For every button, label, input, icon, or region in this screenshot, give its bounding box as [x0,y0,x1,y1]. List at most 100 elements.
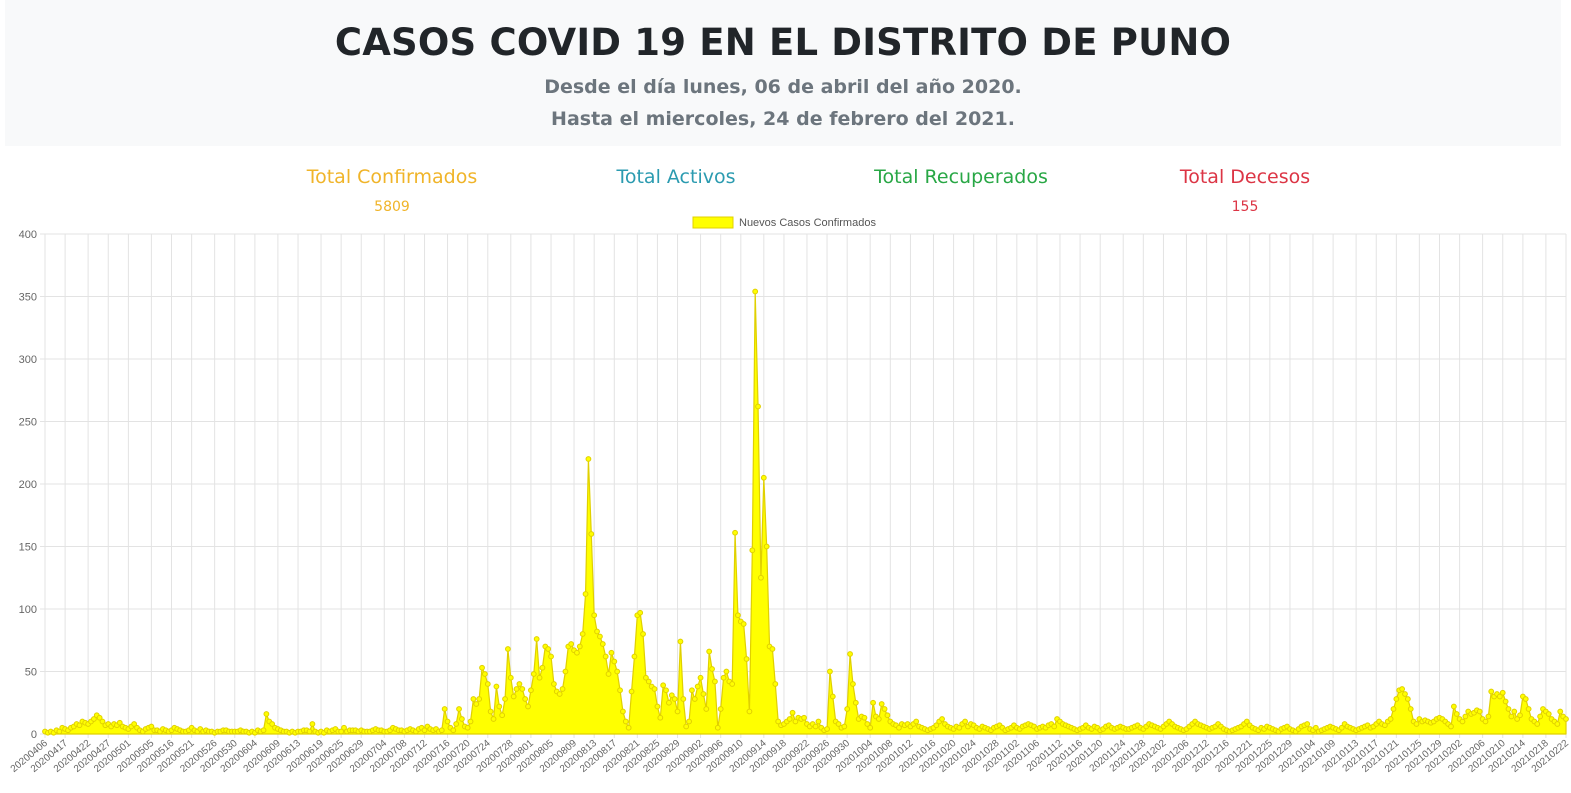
data-point [470,696,477,702]
data-point [582,591,589,597]
data-point [487,708,494,715]
data-point [1338,724,1345,731]
data-point [507,674,514,681]
data-point [686,718,692,725]
data-point [666,699,672,706]
data-point [568,641,575,647]
data-point [763,543,770,550]
data-point [651,686,658,692]
data-point [1502,698,1509,705]
data-point [306,728,313,735]
stat-total-decesos: Total Decesos 155 [1095,164,1395,215]
data-point [772,681,779,687]
data-point [1476,708,1483,715]
data-point [1448,723,1454,730]
data-point [625,724,632,731]
data-point [1393,696,1400,702]
y-tick-label: 300 [19,354,37,366]
page-title: CASOS COVID 19 EN EL DISTRITO DE PUNO [334,21,1232,64]
data-point [1496,693,1503,700]
data-point [622,718,629,725]
data-point [824,726,830,732]
data-point [847,651,853,657]
data-point [551,681,557,687]
stat-label-recuperados: Total Recuperados [874,166,1048,188]
stat-value-decesos: 155 [1231,199,1259,215]
data-point [76,722,83,729]
chart-grid [40,233,1567,738]
data-point [536,674,543,681]
data-point [574,649,580,656]
legend-swatch [692,216,734,229]
data-point [614,668,621,675]
data-point [441,706,448,712]
data-point [677,638,684,645]
legend-label: Nuevos Casos Confirmados [739,217,876,229]
y-tick-label: 350 [19,292,37,304]
chart-points [42,288,1569,736]
data-point [663,687,669,694]
data-point [1482,718,1489,725]
data-point [850,681,856,687]
data-point [1459,718,1466,725]
data-point [671,696,678,702]
data-point [1404,696,1411,702]
data-point [864,721,871,727]
data-point [829,693,836,700]
data-point [740,621,747,627]
data-point [309,721,316,727]
data-point [752,288,759,295]
data-point [815,718,822,725]
data-point [729,681,736,687]
data-point [628,688,635,695]
data-point [594,628,600,635]
data-point [755,403,761,410]
data-point [499,712,506,719]
data-point [490,716,497,722]
data-point [1390,706,1397,712]
data-point [743,656,750,662]
data-point [588,531,595,537]
data-point [827,668,833,675]
data-point [703,706,710,712]
data-point [548,653,554,660]
data-point [131,721,138,727]
data-point [1537,713,1544,720]
data-point [522,696,529,702]
data-point [962,718,968,725]
data-point [269,721,276,727]
data-point [867,724,874,731]
data-point [599,641,606,647]
data-point [338,728,345,735]
data-point [421,727,428,734]
data-point [1462,713,1469,720]
data-point [689,687,695,694]
data-point [602,653,609,660]
data-point [1505,706,1512,712]
data-point [875,716,882,722]
y-tick-label: 0 [31,729,37,741]
data-point [1557,708,1564,715]
data-point [660,682,667,689]
data-point [559,686,566,692]
data-point [493,683,500,690]
data-point [502,696,508,702]
data-point [510,693,517,700]
data-point [732,529,738,536]
data-point [654,703,661,710]
page-header: CASOS COVID 19 EN EL DISTRITO DE PUNO De… [5,0,1561,146]
data-point [841,723,848,730]
data-point [617,687,623,694]
data-point [720,674,727,681]
data-point [1508,713,1515,720]
data-point [844,706,851,712]
data-point [1450,703,1457,710]
data-point [1522,696,1529,702]
data-point [341,724,347,731]
data-point [700,691,707,697]
data-point [668,692,675,699]
data-point [878,701,885,707]
data-point [597,633,603,640]
data-point [691,696,698,702]
data-point [913,718,920,725]
